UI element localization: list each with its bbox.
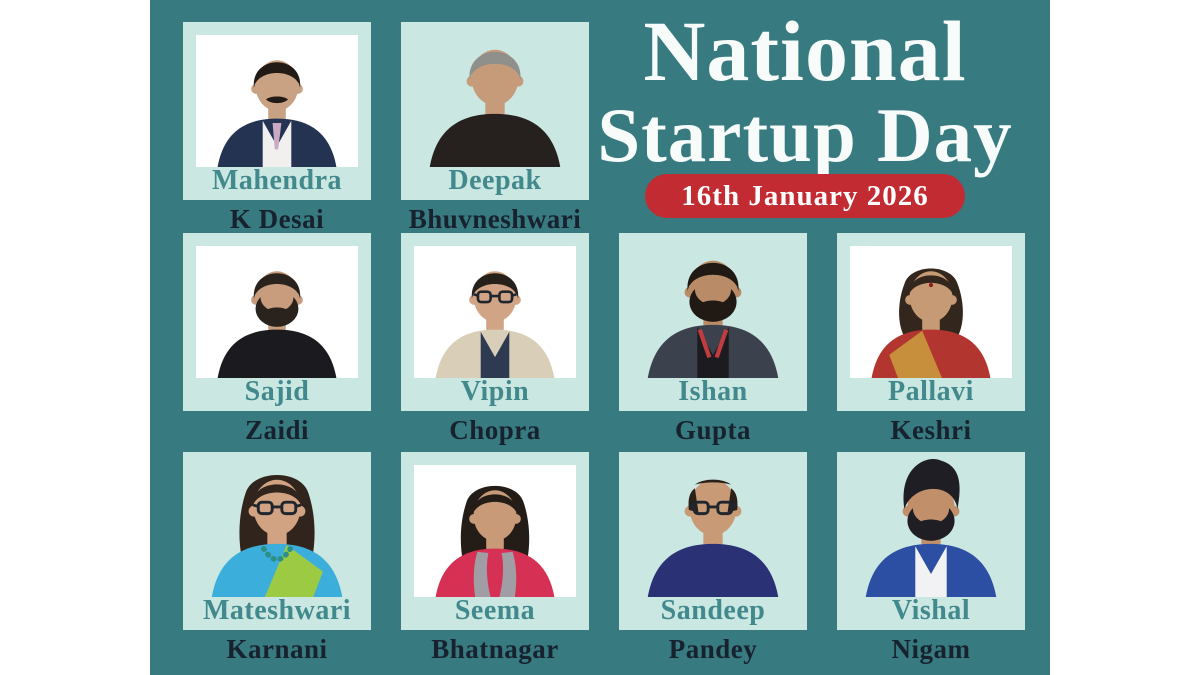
person-avatar-illustration [429, 49, 561, 167]
left-white-margin [0, 0, 150, 675]
person-photo [196, 246, 358, 378]
person-card: Sajid Zaidi [183, 233, 371, 445]
person-last-name: Karnani [226, 634, 328, 664]
person-first-name: Vishal [891, 595, 971, 626]
person-first-name: Mahendra [212, 165, 342, 196]
person-card: Seema Bhatnagar [401, 452, 589, 664]
person-last-name: Bhuvneshwari [408, 204, 582, 234]
person-last-name: Keshri [890, 415, 972, 445]
person-avatar-illustration [217, 60, 337, 167]
person-first-name: Seema [454, 595, 536, 626]
person-last-name: Pandey [668, 634, 758, 664]
person-first-name: Sandeep [660, 595, 766, 626]
person-avatar-illustration [435, 271, 555, 378]
person-avatar-illustration [647, 260, 779, 378]
person-card: Mahendra K Desai [183, 22, 371, 234]
person-photo [619, 452, 807, 597]
person-first-name: Mateshwari [202, 595, 352, 626]
person-last-name: Bhatnagar [431, 634, 559, 664]
person-card: Vishal Nigam [837, 452, 1025, 664]
person-photo [183, 452, 371, 597]
right-white-margin [1050, 0, 1200, 675]
person-first-name: Sajid [244, 376, 310, 407]
person-card: Sandeep Pandey [619, 452, 807, 664]
person-avatar-illustration [865, 458, 997, 597]
person-first-name: Vipin [460, 376, 530, 407]
title-block: National Startup Day 16th January 2026 [570, 4, 1040, 218]
person-card: Mateshwari Karnani [183, 452, 371, 664]
person-avatar-illustration [435, 485, 555, 597]
person-last-name: K Desai [229, 204, 325, 234]
poster-title-line1: National [643, 3, 967, 99]
person-photo [619, 233, 807, 378]
person-photo [414, 246, 576, 378]
poster-title-line2: Startup Day [597, 92, 1013, 178]
person-card: Pallavi Keshri [837, 233, 1025, 445]
person-avatar-illustration [217, 271, 337, 378]
person-last-name: Nigam [891, 634, 971, 664]
person-photo [850, 246, 1012, 378]
person-photo [837, 452, 1025, 597]
person-last-name: Gupta [674, 415, 752, 445]
person-card: Ishan Gupta [619, 233, 807, 445]
person-photo [414, 465, 576, 597]
person-card: Vipin Chopra [401, 233, 589, 445]
person-last-name: Chopra [449, 415, 541, 445]
person-avatar-illustration [871, 268, 991, 378]
date-badge: 16th January 2026 [645, 174, 965, 218]
person-last-name: Zaidi [244, 415, 310, 445]
person-card: Deepak Bhuvneshwari [401, 22, 589, 234]
person-first-name: Ishan [678, 376, 748, 407]
person-photo [196, 35, 358, 167]
person-photo [401, 22, 589, 167]
person-first-name: Pallavi [888, 376, 974, 407]
startup-day-poster: National Startup Day 16th January 2026 M… [150, 0, 1050, 675]
person-first-name: Deepak [448, 165, 542, 196]
person-avatar-illustration [211, 474, 343, 597]
person-avatar-illustration [647, 479, 779, 597]
